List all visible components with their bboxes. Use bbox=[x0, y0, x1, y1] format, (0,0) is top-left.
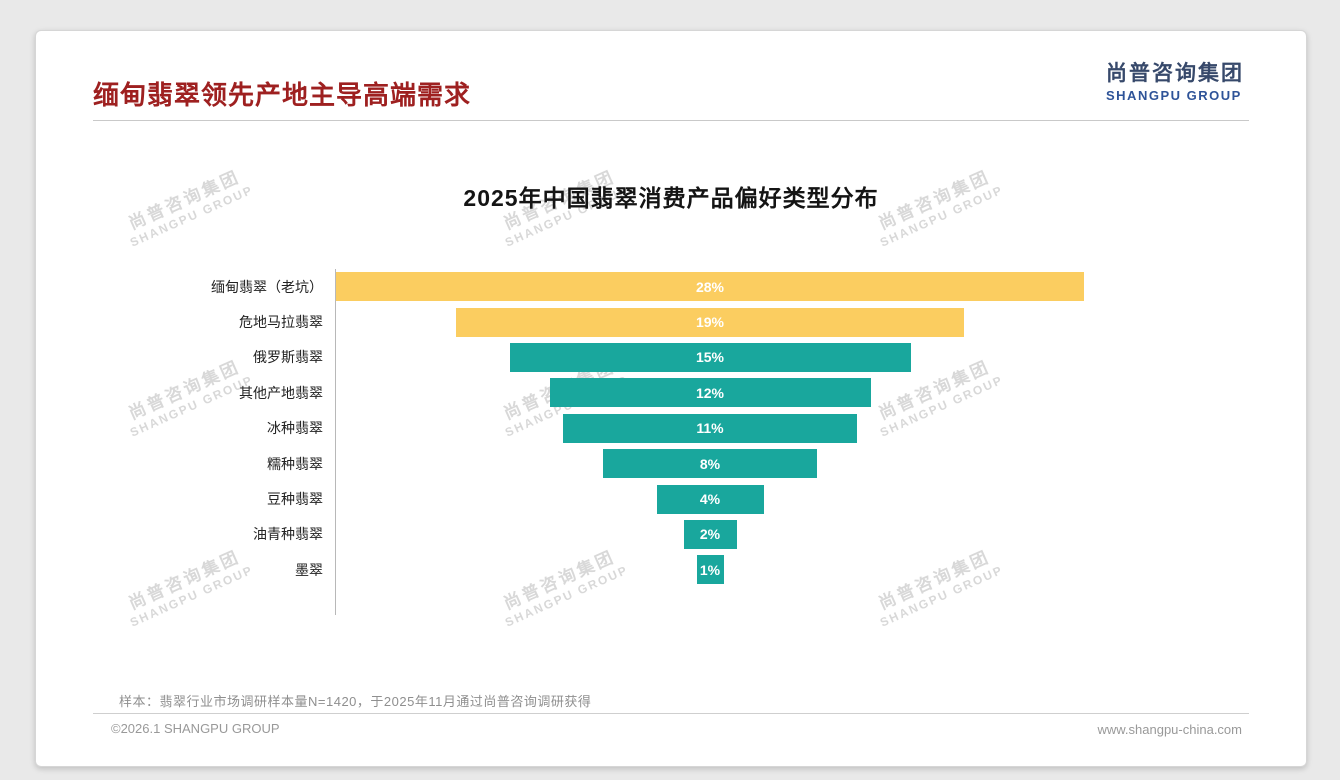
funnel-row: 缅甸翡翠（老坑） 28% bbox=[36, 269, 1306, 304]
category-label: 油青种翡翠 bbox=[253, 526, 323, 543]
funnel-track: 11% bbox=[336, 413, 1084, 443]
company-logo: 尚普咨询集团 SHANGPU GROUP bbox=[1106, 57, 1244, 103]
bar-value-label: 1% bbox=[699, 561, 721, 578]
funnel-bar: 8% bbox=[603, 449, 817, 479]
footer-website: www.shangpu-china.com bbox=[1097, 722, 1242, 737]
bar-value-label: 28% bbox=[695, 278, 725, 295]
funnel-track: 15% bbox=[336, 342, 1084, 372]
funnel-bar: 11% bbox=[563, 413, 857, 443]
category-label: 缅甸翡翠（老坑） bbox=[211, 278, 323, 295]
category-label: 冰种翡翠 bbox=[267, 420, 323, 437]
funnel-track: 1% bbox=[336, 555, 1084, 585]
funnel-track: 12% bbox=[336, 378, 1084, 408]
funnel-row: 油青种翡翠 2% bbox=[36, 517, 1306, 552]
funnel-row: 糯种翡翠 8% bbox=[36, 446, 1306, 481]
axis-line bbox=[335, 269, 336, 615]
funnel-track: 28% bbox=[336, 272, 1084, 302]
bar-value-label: 8% bbox=[699, 455, 721, 472]
bar-value-label: 4% bbox=[699, 491, 721, 508]
bar-value-label: 19% bbox=[695, 314, 725, 331]
footer-copyright: ©2026.1 SHANGPU GROUP bbox=[111, 721, 280, 736]
funnel-bar: 15% bbox=[509, 342, 911, 372]
bar-value-label: 11% bbox=[696, 420, 724, 437]
funnel-track: 8% bbox=[336, 449, 1084, 479]
bar-value-label: 12% bbox=[695, 384, 725, 401]
funnel-row: 墨翠 1% bbox=[36, 552, 1306, 587]
header-divider bbox=[93, 120, 1249, 121]
funnel-bar: 4% bbox=[656, 484, 764, 514]
funnel-row: 豆种翡翠 4% bbox=[36, 481, 1306, 516]
funnel-bar: 19% bbox=[456, 307, 964, 337]
funnel-bar: 2% bbox=[683, 519, 737, 549]
funnel-bar: 28% bbox=[336, 272, 1084, 302]
category-label: 俄罗斯翡翠 bbox=[253, 349, 323, 366]
slide-content: 缅甸翡翠领先产地主导高端需求 尚普咨询集团 SHANGPU GROUP 2025… bbox=[36, 31, 1306, 766]
funnel-chart: 缅甸翡翠（老坑） 28% 危地马拉翡翠 19% 俄罗斯翡翠 15% 其他产地翡翠 12% 冰种翡… bbox=[36, 269, 1306, 615]
logo-text-en: SHANGPU GROUP bbox=[1106, 88, 1242, 103]
bar-value-label: 2% bbox=[699, 526, 721, 543]
funnel-bar: 12% bbox=[549, 378, 871, 408]
sample-footnote: 样本：翡翠行业市场调研样本量N=1420，于2025年11月通过尚普咨询调研获得 bbox=[119, 694, 592, 709]
funnel-bar: 1% bbox=[696, 555, 724, 585]
logo-text-cn: 尚普咨询集团 bbox=[1106, 62, 1244, 85]
funnel-row: 其他产地翡翠 12% bbox=[36, 375, 1306, 410]
footer-divider bbox=[93, 713, 1249, 714]
category-label: 糯种翡翠 bbox=[267, 455, 323, 472]
page-title: 缅甸翡翠领先产地主导高端需求 bbox=[93, 80, 472, 110]
funnel-track: 19% bbox=[336, 307, 1084, 337]
funnel-row: 危地马拉翡翠 19% bbox=[36, 304, 1306, 339]
bar-value-label: 15% bbox=[695, 349, 725, 366]
slide-card: 尚普咨询集团 SHANGPU GROUP 尚普咨询集团 SHANGPU GROUP 尚普… bbox=[35, 30, 1307, 767]
funnel-row: 俄罗斯翡翠 15% bbox=[36, 340, 1306, 375]
category-label: 墨翠 bbox=[295, 561, 323, 578]
funnel-track: 2% bbox=[336, 519, 1084, 549]
funnel-rows: 缅甸翡翠（老坑） 28% 危地马拉翡翠 19% 俄罗斯翡翠 15% 其他产地翡翠 12% 冰种翡… bbox=[36, 269, 1306, 588]
funnel-track: 4% bbox=[336, 484, 1084, 514]
category-label: 危地马拉翡翠 bbox=[239, 314, 323, 331]
category-label: 其他产地翡翠 bbox=[239, 384, 323, 401]
category-label: 豆种翡翠 bbox=[267, 491, 323, 508]
chart-title: 2025年中国翡翠消费产品偏好类型分布 bbox=[463, 185, 879, 211]
funnel-row: 冰种翡翠 11% bbox=[36, 411, 1306, 446]
